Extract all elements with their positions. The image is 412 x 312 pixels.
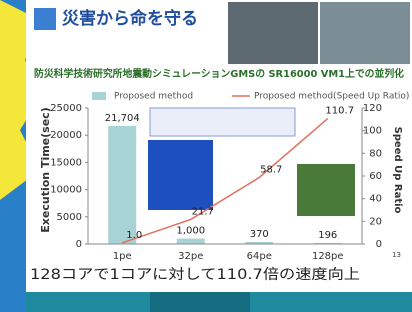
conclusion: 128コアで1コアに対して110.7倍の速度向上 — [30, 267, 360, 283]
slide-subtitle: 防災科学技術研究所地震動シミュレーションGMSの SR16000 VM1上での並… — [34, 67, 404, 80]
y2-tick-label: 80 — [369, 148, 382, 159]
bar-value-label: 21,704 — [105, 113, 140, 124]
bar — [177, 239, 205, 244]
waveform-image — [150, 108, 295, 136]
photo — [228, 2, 318, 64]
bar — [108, 126, 136, 244]
y2-tick-label: 20 — [369, 216, 382, 227]
title-icon — [34, 8, 56, 30]
page-number: 13 — [392, 251, 401, 259]
hardware-image — [297, 164, 355, 216]
y-tick-label: 10000 — [50, 185, 82, 196]
y-tick-label: 0 — [76, 239, 82, 250]
legend-label: Proposed method(Speed Up Ratio) — [254, 92, 409, 102]
y2-tick-label: 0 — [376, 239, 382, 250]
y2-tick-label: 120 — [363, 103, 382, 114]
slide-title: 災害から命を守る — [62, 8, 198, 29]
y-axis-label: Execution Time(sec) — [39, 107, 52, 232]
photo — [320, 2, 410, 64]
line-value-label: 110.7 — [325, 106, 354, 117]
bar-value-label: 196 — [318, 230, 337, 241]
x-tick-label: 1pe — [113, 251, 132, 262]
x-tick-label: 32pe — [178, 251, 203, 262]
legend-swatch — [92, 92, 106, 100]
y-tick-label: 20000 — [50, 130, 82, 141]
bar-value-label: 1,000 — [176, 226, 205, 237]
bar-value-label: 370 — [250, 229, 269, 240]
legend-label: Proposed method — [114, 92, 193, 102]
line-value-label: 21.7 — [192, 206, 214, 217]
y-tick-label: 5000 — [57, 212, 82, 223]
bottom-strip-block — [150, 292, 250, 312]
y2-tick-label: 40 — [369, 194, 382, 205]
y2-axis-label: Speed Up Ratio — [392, 127, 403, 214]
map-image — [148, 140, 213, 210]
x-tick-label: 64pe — [247, 251, 272, 262]
y2-tick-label: 100 — [363, 126, 382, 137]
y-tick-label: 25000 — [50, 103, 82, 114]
y-tick-label: 15000 — [50, 157, 82, 168]
line-value-label: 1.0 — [126, 230, 142, 241]
x-tick-label: 128pe — [312, 251, 344, 262]
y2-tick-label: 60 — [369, 171, 382, 182]
page: {"slide": {"title": "災害から命を守る", "subtitl… — [0, 0, 412, 312]
slide: 災害から命を守る 防災科学技術研究所地震動シミュレーションGMSの SR1600… — [0, 0, 412, 312]
line-value-label: 58.7 — [260, 164, 282, 175]
